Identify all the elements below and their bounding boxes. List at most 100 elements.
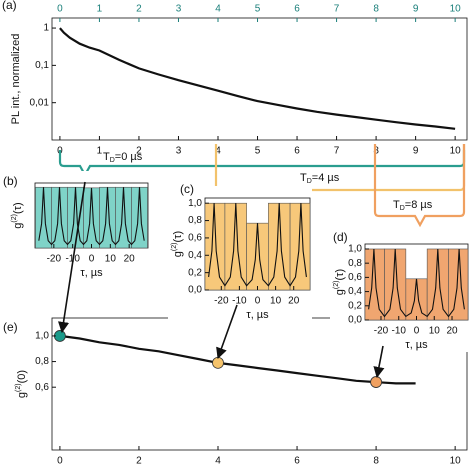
panel-label: (b) [3,174,18,188]
x-tick-label: 2 [136,146,142,157]
td-label-part: =0 µs [115,151,143,163]
x-axis-label: τ, µs [405,339,428,351]
x-tick-label: 6 [294,456,300,467]
y-axis-label: g(2)(τ) [171,231,184,257]
top-tick-label: 0 [57,4,63,15]
y-tick-label: 0,8 [35,356,49,367]
histogram-bar [426,248,449,321]
x-tick-label: 9 [413,146,419,157]
x-axis-label: τ, µs [246,309,269,321]
data-line [59,334,416,385]
x-tick-label: -10 [392,326,407,337]
y-axis-label-part: g [12,223,24,229]
pointer-arrow [373,345,385,379]
y-axis-label: PL int., normalized [10,34,22,125]
x-tick-label: 0 [255,296,261,307]
y-tick-label: 0,6 [188,233,202,244]
y-tick-label: 0,6 [348,272,362,283]
y-tick-label: 0,8 [348,258,362,269]
y-tick-label: 1 [43,23,49,34]
x-axis-label: τ, µs [80,267,103,279]
y-axis-label-part: (τ) [334,269,346,281]
data-line [59,27,456,130]
x-tick-label: 20 [288,296,300,307]
td-label-part: D [400,205,405,212]
histogram-bar [246,222,269,291]
x-tick-label: 5 [255,146,261,157]
y-axis-label-part: (2) [333,280,340,289]
x-tick-label: -20 [47,254,62,265]
x-tick-label: -10 [232,296,247,307]
y-tick-label: 0,2 [188,267,202,278]
x-tick-label: 8 [373,146,379,157]
x-tick-label: 0 [89,254,95,265]
x-tick-label: 10 [450,456,462,467]
histogram-bar [268,202,291,291]
y-axis-label-part: (2) [15,383,22,392]
x-tick-label: 6 [294,146,300,157]
x-tick-label: 8 [373,456,379,467]
x-tick-label: 7 [334,146,340,157]
top-tick-label: 10 [450,4,462,15]
x-tick-label: 10 [270,296,282,307]
top-tick-label: 4 [215,4,221,15]
y-axis-label-part: (0) [16,370,28,383]
y-tick-label: 0,0 [188,285,202,296]
td-label: TD=8 µs [393,199,433,212]
top-tick-label: 8 [373,4,379,15]
y-tick-label: 0,0 [348,315,362,326]
x-tick-label: -20 [214,296,229,307]
x-tick-label: 10 [450,146,462,157]
highlight-marker [370,376,382,388]
fit-curve [208,203,307,287]
td-label-part: =4 µs [312,172,340,184]
plot-frame [51,17,468,141]
top-tick-label: 1 [97,4,103,15]
top-tick-label: 3 [176,4,182,15]
histogram-bar [131,186,148,249]
y-tick-label: 0,2 [348,300,362,311]
fit-curve [38,187,145,246]
y-axis-label: g(2)(τ) [333,269,346,295]
panel-label: (d) [333,230,348,244]
panel-label: (a) [2,0,17,12]
fit-curve [368,248,465,318]
y-axis-label-part: (τ) [12,202,24,214]
td-label: TD=0 µs [103,151,143,164]
highlight-marker [212,356,224,369]
y-tick-label: 0,4 [348,286,362,297]
top-tick-label: 2 [136,4,142,15]
td-label-part: D [307,178,312,185]
x-tick-label: 3 [176,146,182,157]
td-bracket [373,144,466,228]
top-tick-label: 9 [413,4,419,15]
y-tick-label: 0,01 [30,97,50,108]
pointer-arrow [57,181,86,334]
top-tick-label: 5 [255,4,261,15]
td-label-part: T [393,199,400,211]
histogram-bar [224,202,247,291]
x-tick-label: 20 [446,326,458,337]
y-tick-label: 0,4 [188,250,202,261]
y-axis-label: g(2)(0) [15,370,28,398]
x-tick-label: 1 [97,146,103,157]
pointer-arrow [216,304,238,360]
y-tick-label: 1,0 [188,198,202,209]
x-tick-label: -20 [374,326,389,337]
y-axis-label-part: (2) [11,214,18,223]
y-tick-label: 0,6 [35,382,49,393]
y-tick-label: 1,0 [348,244,362,255]
y-tick-label: 0,8 [188,215,202,226]
highlight-marker [54,330,66,342]
td-label: TD=4 µs [300,172,340,185]
td-label-part: T [300,172,307,184]
x-tick-label: 0 [57,456,63,467]
x-tick-label: 10 [429,326,441,337]
td-label-part: T [103,151,110,163]
y-axis-label: g(2)(τ) [11,202,24,228]
panel-label: (e) [3,320,18,334]
x-tick-label: 4 [215,456,221,467]
td-label-part: D [110,157,115,164]
x-tick-label: 2 [136,456,142,467]
